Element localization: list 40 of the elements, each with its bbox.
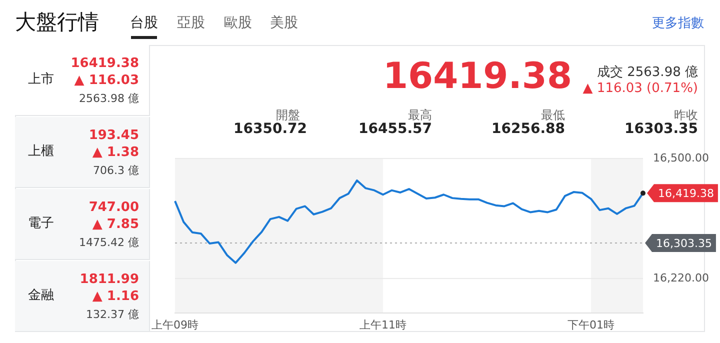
text: 台股 [130,14,158,32]
text: 開盤 [276,107,300,122]
text: 16350.72 [233,121,307,137]
y-tick-label: 16,220.00 [653,272,709,285]
x-tick-label: 上午09時 [152,318,198,332]
text: 歐股 [224,14,252,32]
text: 747.00 [88,200,139,215]
text: 16256.88 [491,121,565,137]
text: 亞股 [177,14,205,32]
text: 1475.42 億 [79,235,139,250]
text: ▲ 7.85 [92,217,139,232]
text: 132.37 億 [86,307,139,322]
text: 193.45 [88,128,139,143]
text: 2563.98 億 [79,91,139,106]
x-tick-label: 下午01時 [568,318,614,332]
text: 金融 [28,287,54,304]
text: ▲ 1.16 [92,289,139,304]
text: 16419.38 [70,56,139,71]
text: 上櫃 [28,143,54,160]
text: 大盤行情 [15,9,99,36]
text: 16303.35 [624,121,698,137]
text: 最高 [408,107,432,122]
text: 昨收 [674,107,698,122]
text: 成交 2563.98 億 [596,64,698,81]
ref-line-label: 16,303.35 [656,236,712,250]
chart-title: 16419.38 [382,56,572,97]
y-tick-label: 16,500.00 [653,151,709,164]
text: 更多指數 [652,15,704,32]
text: 上市 [28,71,54,88]
x-tick-label: 上午11時 [360,318,406,332]
text: 電子 [28,215,54,232]
text: 美股 [270,14,298,32]
text: 16455.57 [358,121,432,137]
text: ▲ 1.38 [92,145,139,160]
text: 1811.99 [80,272,139,287]
text: ▲ 116.03 (0.71%) [582,81,698,96]
text: 最低 [541,107,565,122]
text: 706.3 億 [93,163,139,178]
text: ▲ 116.03 [74,73,139,88]
text: 16,419.38 [658,187,714,200]
